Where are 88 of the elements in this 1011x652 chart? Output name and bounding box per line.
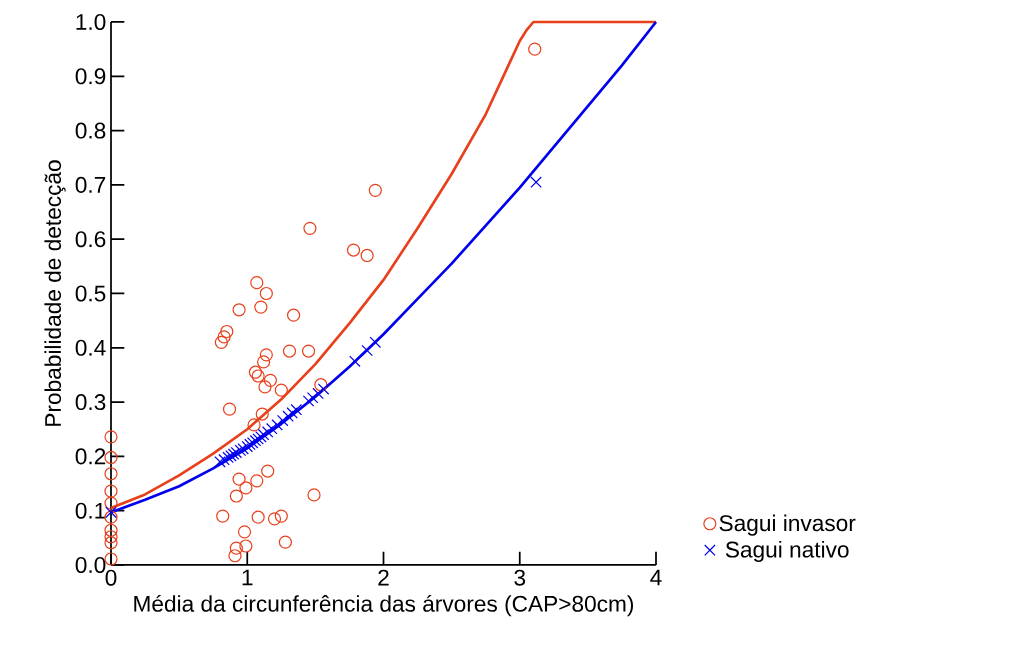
point: [104, 484, 118, 498]
point: [307, 488, 321, 502]
point: [261, 464, 275, 478]
y-tick-label: 0.3: [75, 394, 106, 411]
point: [290, 403, 303, 416]
point: [229, 541, 243, 555]
y-tick-label: 1.0: [76, 13, 106, 31]
point: [267, 512, 282, 526]
point: [214, 335, 228, 349]
y-tick-label: 0.6: [75, 231, 106, 248]
point: [259, 286, 273, 301]
point: [368, 183, 382, 197]
y-tick-label: 0.0: [75, 556, 106, 574]
y-tick-label: 0.2: [75, 448, 106, 465]
point: [302, 395, 315, 407]
point: [104, 510, 118, 524]
point: [248, 365, 263, 379]
point: [104, 450, 118, 465]
y-tick-label: 0.7: [75, 176, 106, 193]
point: [104, 523, 118, 537]
point: [232, 472, 246, 486]
point: [251, 369, 265, 383]
point: [239, 539, 253, 553]
point: [346, 243, 361, 257]
point: [271, 419, 284, 431]
point: [229, 489, 243, 503]
point: [250, 474, 264, 488]
y-tick-label: 0.9: [75, 68, 106, 85]
point: [232, 303, 246, 317]
point: [251, 510, 265, 524]
point: [104, 536, 118, 550]
point: [274, 383, 288, 397]
point: [254, 300, 268, 314]
point: [259, 348, 273, 362]
point: [314, 378, 328, 392]
point: [220, 324, 234, 339]
point: [286, 308, 301, 322]
point: [317, 383, 330, 395]
point: [303, 221, 317, 235]
point: [239, 481, 253, 495]
point: [104, 552, 118, 566]
point: [228, 549, 242, 563]
x-tick-label: 3: [514, 569, 526, 586]
y-tick-label: 0.8: [75, 122, 106, 139]
point: [258, 380, 272, 394]
point: [349, 355, 361, 368]
point: [222, 402, 237, 416]
point: [261, 426, 274, 438]
point: [257, 355, 271, 369]
point: [237, 525, 252, 539]
point: [104, 467, 118, 481]
point: [530, 176, 542, 188]
point: [312, 387, 324, 400]
point: [361, 344, 373, 357]
y-tick-label: 0.1: [75, 502, 106, 519]
point: [104, 530, 118, 544]
point: [360, 248, 374, 263]
x-axis-title: Média da circunferência das árvores (CAP>80cm): [134, 594, 634, 617]
point: [528, 42, 542, 56]
legend-label: Sagui nativo: [725, 540, 849, 563]
point: [278, 535, 292, 549]
y-tick-label: 0.4: [75, 339, 106, 356]
point: [265, 422, 278, 435]
point: [286, 407, 298, 419]
x-tick-label: 2: [378, 569, 389, 586]
point: [216, 509, 230, 523]
point: [282, 410, 294, 422]
point: [105, 506, 117, 519]
point: [276, 414, 289, 427]
point: [104, 496, 118, 510]
point: [306, 391, 319, 404]
point: [263, 373, 278, 387]
point: [282, 344, 297, 358]
x-tick-label: 1: [242, 569, 253, 586]
point: [214, 456, 226, 468]
x-tick-label: 0: [105, 569, 117, 586]
point: [255, 407, 269, 421]
point: [104, 430, 118, 444]
point: [247, 418, 261, 432]
x-tick-label: 4: [650, 569, 662, 586]
y-axis-title: Probabilidade de detecção: [44, 160, 66, 426]
point: [301, 344, 316, 358]
legend-label: Sagui invasor: [719, 514, 856, 536]
point: [250, 276, 264, 290]
y-tick-label: 0.5: [75, 285, 106, 302]
point: [274, 509, 288, 523]
point: [218, 453, 230, 466]
point: [217, 330, 231, 344]
